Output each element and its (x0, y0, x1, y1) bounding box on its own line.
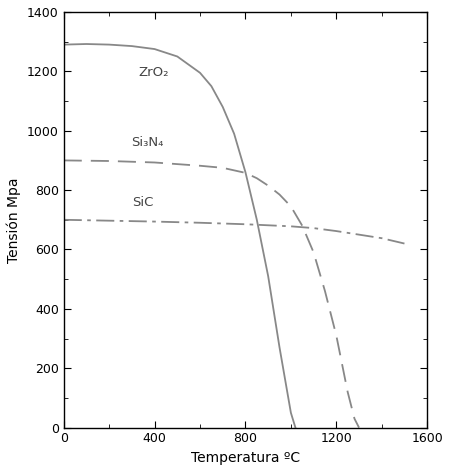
Text: ZrO₂: ZrO₂ (139, 66, 169, 79)
X-axis label: Temperatura ºC: Temperatura ºC (191, 451, 300, 465)
Y-axis label: Tensión Mpa: Tensión Mpa (7, 177, 22, 262)
Text: SiC: SiC (132, 196, 153, 210)
Text: Si₃N₄: Si₃N₄ (131, 136, 163, 149)
